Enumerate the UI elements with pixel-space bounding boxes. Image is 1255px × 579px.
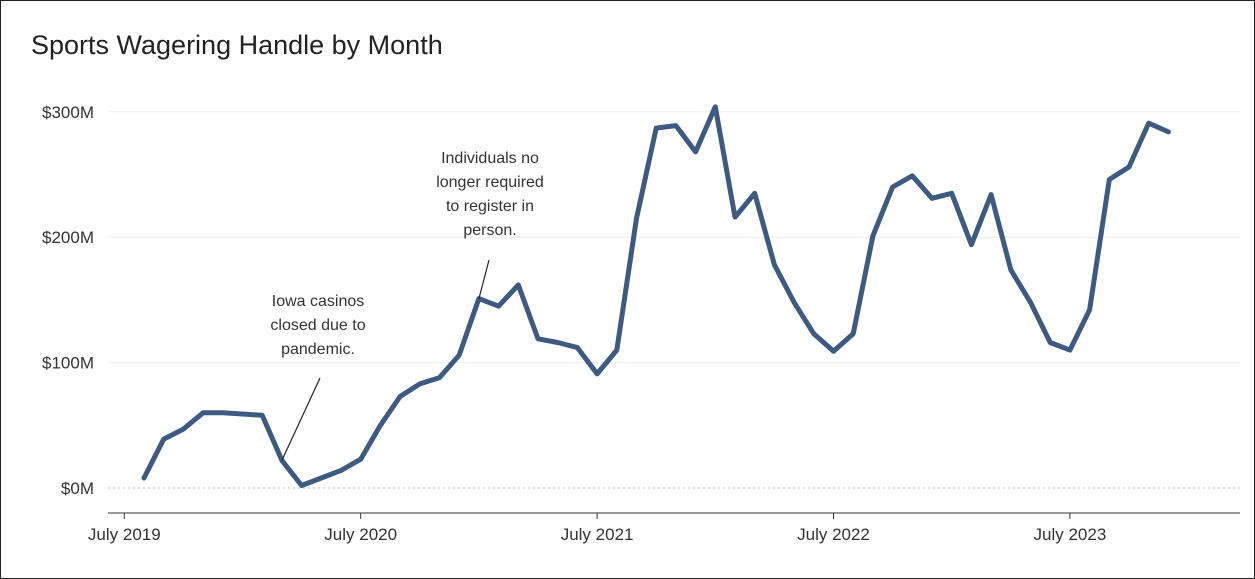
gridlines bbox=[108, 111, 1240, 489]
annotation-text: longer required bbox=[436, 174, 544, 191]
annotation-text: Iowa casinos bbox=[272, 293, 365, 310]
chart-title: Sports Wagering Handle by Month bbox=[31, 30, 443, 60]
y-tick-label: $0M bbox=[61, 479, 94, 498]
series-line bbox=[141, 104, 1171, 488]
annotation-leader bbox=[478, 259, 490, 299]
x-tick-label: July 2023 bbox=[1034, 525, 1107, 544]
annotation: Iowa casinos closed due to pandemic. bbox=[270, 293, 366, 461]
annotation-text: Individuals no bbox=[441, 150, 539, 167]
series-polyline bbox=[141, 104, 1171, 488]
y-tick-label: $100M bbox=[42, 354, 94, 373]
annotations: Iowa casinos closed due to pandemic. Indivi… bbox=[270, 150, 544, 461]
y-tick-label: $300M bbox=[42, 103, 94, 122]
x-axis: July 2019 July 2020 July 2021 July 2022 July… bbox=[88, 512, 1240, 544]
x-tick-label: July 2022 bbox=[797, 525, 870, 544]
annotation-text: pandemic. bbox=[281, 341, 355, 358]
annotation: Individuals no longer required to register… bbox=[436, 150, 544, 299]
y-tick-label: $200M bbox=[42, 228, 94, 247]
annotation-text: to register in bbox=[446, 198, 534, 215]
annotation-text: closed due to bbox=[270, 317, 365, 334]
annotation-leader bbox=[281, 377, 321, 461]
x-tick-label: July 2021 bbox=[561, 525, 634, 544]
x-tick-label: July 2020 bbox=[324, 525, 397, 544]
x-tick-label: July 2019 bbox=[88, 525, 161, 544]
y-axis-ticks: $300M $200M $100M $0M bbox=[42, 103, 94, 498]
annotation-text: person. bbox=[463, 222, 516, 239]
